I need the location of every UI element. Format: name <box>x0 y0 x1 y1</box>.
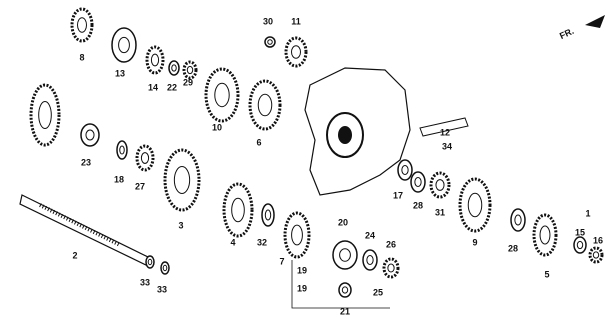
gear-bore <box>401 165 409 175</box>
part-number: 21 <box>340 306 350 316</box>
gear-bore <box>77 17 87 33</box>
part-number: 26 <box>386 239 396 249</box>
gear-bore <box>173 166 191 194</box>
part-number: 11 <box>291 16 301 26</box>
parts-drawing <box>19 7 605 309</box>
part-number: 8 <box>79 52 84 62</box>
gear-bore <box>85 129 95 141</box>
part-number: 14 <box>148 82 158 92</box>
direction-arrow <box>585 15 605 28</box>
mainshaft <box>19 194 151 267</box>
gear-bore <box>366 255 374 265</box>
part-number: 13 <box>115 68 125 78</box>
direction-label: FR. <box>558 26 575 41</box>
part-number: 1 <box>585 208 590 218</box>
gear-bore <box>186 65 194 75</box>
part-number: 15 <box>575 227 585 237</box>
part-number: 31 <box>435 207 445 217</box>
gear-bore <box>171 64 177 72</box>
part-number: 5 <box>544 269 549 279</box>
gear-bore <box>162 264 168 272</box>
part-number: 2 <box>72 250 77 260</box>
part-number: 24 <box>365 230 375 240</box>
gear-bore <box>119 145 125 155</box>
gear-bore <box>147 258 153 266</box>
part-number: 18 <box>114 174 124 184</box>
part-number: 33 <box>140 277 150 287</box>
gear-bore <box>118 36 130 54</box>
gear-bore <box>387 263 395 273</box>
part-number: 23 <box>81 157 91 167</box>
part-number: 22 <box>167 82 177 92</box>
part-number: 4 <box>230 237 235 247</box>
gear-bore <box>435 179 445 191</box>
part-number: 28 <box>508 243 518 253</box>
part-number: 34 <box>442 141 452 151</box>
part-number: 17 <box>393 190 403 200</box>
gear-bore <box>467 192 483 218</box>
part-number: 29 <box>183 77 193 87</box>
part-number: 16 <box>593 235 603 245</box>
part-number: 28 <box>413 200 423 210</box>
part-number: 33 <box>157 284 167 294</box>
part-number: 7 <box>279 256 284 266</box>
gear-bore <box>539 225 551 245</box>
gear-bore <box>140 152 150 164</box>
gear-bore <box>231 197 245 223</box>
bolt <box>419 117 469 137</box>
gear-bore <box>214 82 230 108</box>
part-number: 10 <box>212 122 222 132</box>
part-number: 12 <box>440 127 450 137</box>
gear-bore <box>414 177 422 187</box>
part-number: 3 <box>178 220 183 230</box>
part-number: 19 <box>297 265 307 275</box>
part-number: 20 <box>338 217 348 227</box>
gear-bore <box>38 101 52 129</box>
gear-bore <box>339 248 351 262</box>
gear-bore <box>291 224 303 246</box>
gear-bore <box>257 93 273 117</box>
gear-bore <box>150 53 160 67</box>
gear-bore <box>341 286 349 294</box>
gear-bore <box>576 240 584 250</box>
part-number: 6 <box>256 137 261 147</box>
gear-bore <box>267 39 273 45</box>
part-number: 30 <box>263 16 273 26</box>
group-bracket <box>291 260 390 309</box>
part-number: 9 <box>472 237 477 247</box>
part-number: 19 <box>297 283 307 293</box>
bearing-hub <box>338 126 352 144</box>
part-number: 25 <box>373 287 383 297</box>
part-number: 32 <box>257 237 267 247</box>
gear-bore <box>514 214 522 226</box>
gear-bore <box>264 209 272 221</box>
gear-bore <box>291 45 301 59</box>
gear-bore <box>592 251 600 259</box>
part-number: 27 <box>135 181 145 191</box>
